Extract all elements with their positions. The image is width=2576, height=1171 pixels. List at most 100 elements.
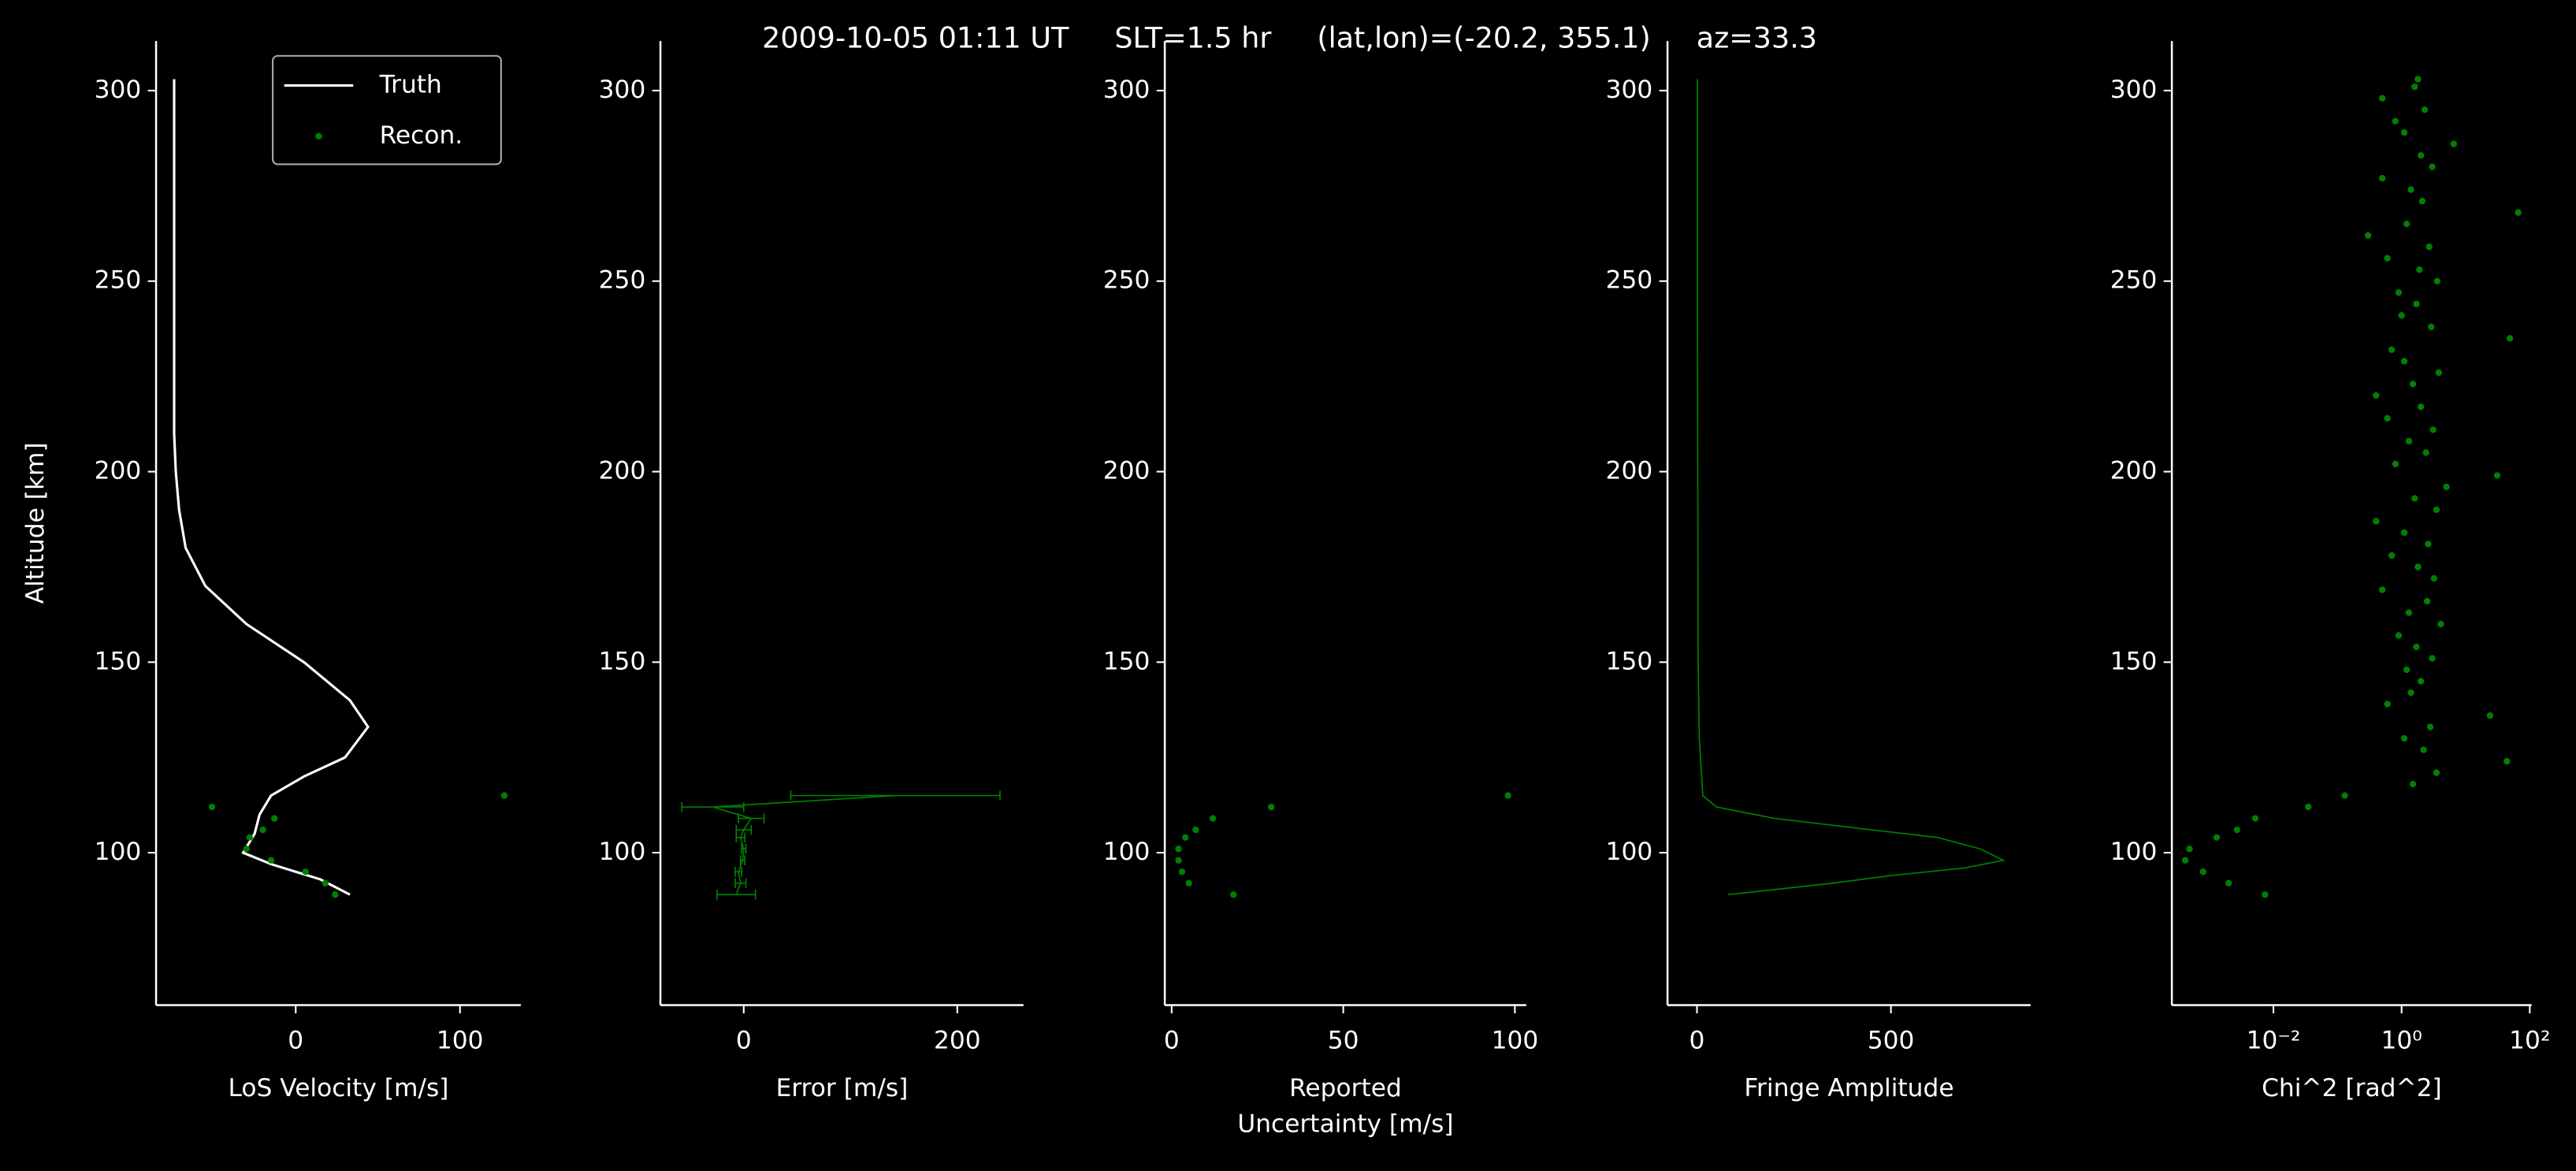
- data-point: [2181, 857, 2189, 864]
- y-tick-label: 300: [1103, 76, 1150, 104]
- data-point: [332, 891, 339, 898]
- data-point: [2199, 868, 2206, 875]
- y-tick-label: 250: [1606, 266, 1653, 295]
- error-bar: [790, 790, 1001, 801]
- y-tick-label: 100: [1606, 838, 1653, 866]
- data-point: [2409, 780, 2417, 788]
- x-tick-label: 0: [736, 1026, 752, 1054]
- x-tick-label: 100: [1492, 1026, 1539, 1054]
- data-point: [2418, 198, 2426, 205]
- data-point: [2443, 483, 2450, 491]
- data-point: [2213, 834, 2221, 841]
- legend-label: Truth: [379, 70, 442, 99]
- data-line: [1697, 79, 2005, 896]
- data-point: [2450, 140, 2457, 147]
- data-point: [1192, 826, 1199, 834]
- data-point: [2413, 643, 2420, 651]
- data-point: [2493, 472, 2501, 479]
- data-point: [2423, 597, 2431, 605]
- data-point: [322, 879, 329, 887]
- data-point: [2504, 757, 2511, 765]
- data-point: [2373, 392, 2380, 399]
- y-tick-label: 200: [599, 457, 646, 485]
- data-point: [2411, 495, 2418, 502]
- data-point: [2395, 289, 2403, 296]
- x-axis-label: Reported Uncertainty [m/s]: [1237, 1074, 1453, 1139]
- data-point: [1209, 815, 1217, 822]
- x-tick-label: 50: [1328, 1026, 1359, 1054]
- x-tick-label: 0: [288, 1026, 303, 1054]
- data-point: [2388, 346, 2396, 353]
- data-point: [2506, 335, 2514, 342]
- data-point: [2400, 128, 2408, 136]
- data-point: [2429, 426, 2437, 433]
- data-point: [259, 826, 266, 834]
- data-point: [2426, 723, 2434, 730]
- data-point: [2422, 449, 2429, 456]
- data-point: [2430, 574, 2437, 582]
- data-point: [1504, 792, 1511, 799]
- data-point: [267, 857, 275, 864]
- data-point: [2417, 403, 2425, 411]
- error-bar: [735, 824, 753, 835]
- y-tick-label: 200: [95, 457, 142, 485]
- data-point: [2420, 746, 2427, 753]
- data-point: [2435, 369, 2442, 376]
- data-point: [270, 815, 278, 822]
- y-axis-label: Altitude [km]: [21, 442, 50, 604]
- data-point: [2428, 323, 2435, 330]
- data-point: [2341, 792, 2348, 799]
- data-point: [2373, 518, 2380, 525]
- data-line: [712, 794, 896, 895]
- y-tick-label: 250: [1103, 266, 1150, 295]
- data-point: [2379, 586, 2386, 593]
- y-tick-label: 200: [1103, 457, 1150, 485]
- y-tick-label: 300: [599, 76, 646, 104]
- x-tick-label: 200: [934, 1026, 981, 1054]
- data-point: [2186, 846, 2193, 853]
- error-bar: [734, 867, 742, 877]
- error-bar: [739, 855, 745, 866]
- data-point: [2417, 152, 2425, 159]
- x-tick-label: 500: [1868, 1026, 1915, 1054]
- data-point: [2515, 209, 2522, 216]
- y-tick-label: 150: [599, 647, 646, 675]
- data-point: [2433, 769, 2440, 776]
- data-point: [2411, 83, 2418, 91]
- x-tick-label: 0: [1689, 1026, 1705, 1054]
- x-tick-label: 0: [1164, 1026, 1180, 1054]
- data-point: [2405, 609, 2413, 616]
- data-point: [2413, 300, 2420, 307]
- data-point: [2409, 381, 2417, 388]
- data-point: [208, 803, 216, 811]
- data-point: [2414, 563, 2422, 571]
- data-point: [2414, 76, 2422, 83]
- data-point: [1185, 879, 1192, 887]
- data-point: [2416, 266, 2423, 273]
- y-tick-label: 200: [2110, 457, 2158, 485]
- data-point: [2379, 175, 2386, 182]
- x-axis-label: Chi^2 [rad^2]: [2262, 1074, 2442, 1102]
- figure-title: 2009-10-05 01:11 UT SLT=1.5 hr (lat,lon)…: [762, 21, 1817, 55]
- data-point: [2437, 620, 2444, 628]
- y-tick-label: 100: [599, 838, 646, 866]
- y-tick-label: 250: [2110, 266, 2158, 295]
- y-tick-label: 300: [2110, 76, 2158, 104]
- data-point: [1182, 834, 1189, 841]
- x-tick-label: 10²: [2509, 1026, 2550, 1054]
- x-tick-label: 10⁰: [2381, 1026, 2422, 1054]
- data-point: [2225, 879, 2232, 887]
- legend-label: Recon.: [380, 121, 463, 150]
- data-point: [2379, 95, 2386, 102]
- y-tick-label: 150: [1103, 647, 1150, 675]
- data-line: [173, 79, 370, 896]
- data-point: [2398, 312, 2405, 319]
- data-point: [2233, 826, 2240, 834]
- y-tick-label: 250: [599, 266, 646, 295]
- data-point: [1175, 846, 1182, 853]
- error-bar: [716, 890, 756, 900]
- data-point: [2405, 437, 2413, 445]
- legend-box: [272, 54, 502, 165]
- y-tick-label: 300: [1606, 76, 1653, 104]
